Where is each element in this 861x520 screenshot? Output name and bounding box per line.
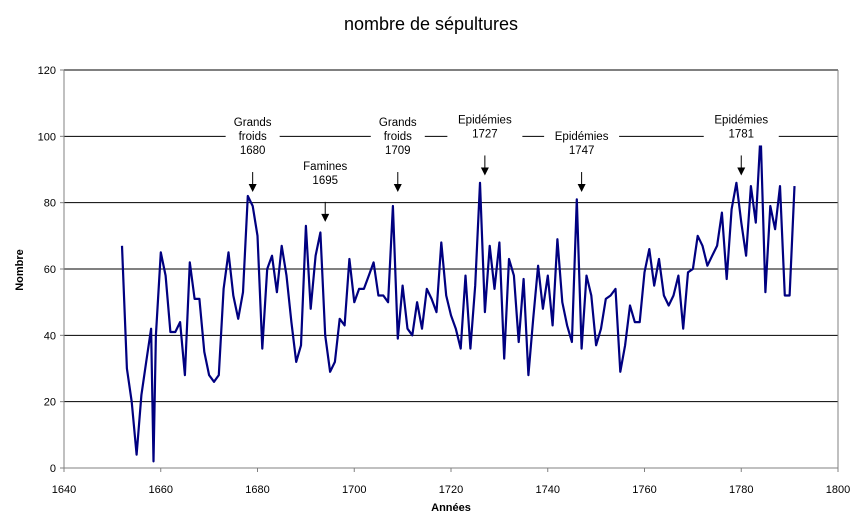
annotation-bg: [225, 114, 280, 163]
annotation-label: 1709: [385, 145, 411, 157]
chart-title: nombre de sépultures: [344, 14, 518, 34]
annotation-arrow-head: [393, 184, 402, 193]
y-tick-label: 40: [44, 330, 56, 342]
annotations: Grands froids 1680 Famines 1695 Grands froids 1…: [225, 111, 779, 222]
annotation-arrow-head: [321, 213, 330, 222]
annotation-label: Grands: [379, 117, 417, 129]
x-tick-label: 1700: [342, 484, 366, 496]
annotation-label: froids: [384, 131, 412, 143]
y-axis-title: Nombre: [14, 249, 26, 291]
annotation-label: 1747: [569, 145, 595, 157]
annotation-bg: [447, 111, 523, 146]
annotation-arrow-head: [577, 184, 586, 193]
y-tick-label: 0: [50, 463, 56, 475]
annotation-arrow-head: [480, 167, 489, 176]
tick-labels: 0 20 40 60 80 100 120 1640 1660 1680 1700 1720 1740 1…: [38, 65, 851, 496]
series-line: [120, 131, 796, 463]
x-axis-title: Années: [431, 502, 471, 514]
y-tick-label: 60: [44, 264, 56, 276]
annotation-label: Epidémies: [555, 131, 609, 143]
x-tick-label: 1680: [245, 484, 269, 496]
annotation-label: Grands: [234, 117, 272, 129]
annotation-arrow-head: [737, 167, 746, 176]
y-tick-label: 80: [44, 198, 56, 210]
annotation-label: 1695: [312, 175, 338, 187]
y-tick-label: 100: [38, 131, 56, 143]
annotation-label: Famines: [303, 161, 347, 173]
series-layer: [120, 131, 796, 463]
x-tick-label: 1780: [729, 484, 753, 496]
annotation-bg: [294, 157, 356, 192]
annotation-label: froids: [239, 131, 267, 143]
y-tick-label: 120: [38, 65, 56, 77]
annotation-label: Epidémies: [714, 114, 768, 126]
annotation-label: 1680: [240, 145, 266, 157]
annotation-bg: [703, 111, 779, 146]
annotation-label: Epidémies: [458, 114, 512, 126]
x-tick-label: 1660: [149, 484, 173, 496]
annotation-arrow-head: [248, 184, 257, 193]
annotation-bg: [370, 114, 425, 163]
x-tick-label: 1800: [826, 484, 850, 496]
annotation-bg: [544, 128, 620, 163]
annotation-label: 1781: [728, 128, 754, 140]
y-tick-label: 20: [44, 397, 56, 409]
annotation-label: 1727: [472, 128, 498, 140]
x-tick-label: 1760: [632, 484, 656, 496]
x-tick-label: 1740: [536, 484, 560, 496]
x-tick-label: 1720: [439, 484, 463, 496]
x-tick-label: 1640: [52, 484, 76, 496]
axes: [60, 69, 839, 472]
